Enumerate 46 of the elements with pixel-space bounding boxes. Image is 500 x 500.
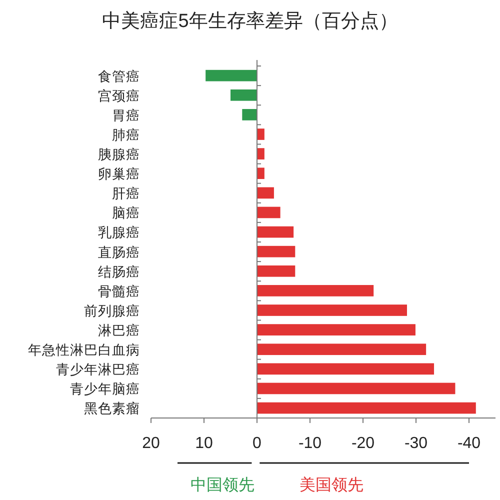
bar — [257, 187, 274, 199]
bar — [257, 324, 416, 336]
y-tick-label: 胃癌 — [112, 108, 140, 123]
y-tick-label: 骨髓癌 — [98, 284, 140, 299]
y-tick-label: 胰腺癌 — [98, 147, 140, 162]
chart-title: 中美癌症5年生存率差异（百分点） — [102, 10, 398, 32]
y-tick-label: 宫颈癌 — [98, 88, 140, 104]
text: 中国领先 — [190, 476, 254, 494]
bar — [257, 363, 434, 375]
bar — [257, 128, 264, 140]
y-tick-label: 前列腺癌 — [84, 303, 140, 318]
bar — [257, 246, 296, 258]
x-tick-label: -20 — [351, 435, 375, 452]
bar — [206, 70, 257, 82]
bar — [242, 109, 257, 120]
bar — [257, 344, 426, 356]
x-tick-label: 20 — [142, 435, 160, 452]
y-tick-label: 淋巴癌 — [98, 323, 140, 338]
text: 美国领先 — [300, 476, 364, 494]
bar — [257, 206, 280, 218]
y-tick-label: 肺癌 — [112, 127, 140, 142]
x-tick-label: -30 — [404, 435, 428, 452]
bar — [257, 382, 456, 394]
y-tick-label: 食管癌 — [98, 68, 140, 84]
x-tick-label: -10 — [298, 435, 322, 452]
x-tick-label: -40 — [457, 435, 481, 452]
y-tick-label: 黑色素瘤 — [84, 401, 140, 416]
bar — [257, 148, 264, 160]
y-tick-label: 卵巢癌 — [98, 166, 140, 182]
y-tick-label: 肝癌 — [112, 186, 140, 202]
y-tick-label: 乳腺癌 — [98, 225, 140, 240]
y-tick-label: 结肠癌 — [98, 264, 140, 280]
x-tick-label: 10 — [195, 435, 213, 452]
y-tick-label: 年急性淋巴白血病 — [28, 342, 140, 358]
bar — [257, 304, 407, 316]
y-tick-label: 直肠癌 — [98, 244, 140, 260]
y-tick-label: 青少年淋巴癌 — [56, 362, 140, 378]
bar — [257, 168, 264, 180]
bar — [257, 265, 296, 277]
x-tick-label: 0 — [252, 435, 262, 452]
y-tick-label: 脑癌 — [112, 206, 140, 221]
bar — [230, 89, 257, 101]
bar — [257, 285, 374, 296]
bar — [257, 226, 294, 238]
bar — [257, 402, 476, 414]
y-tick-label: 青少年脑癌 — [70, 382, 140, 397]
